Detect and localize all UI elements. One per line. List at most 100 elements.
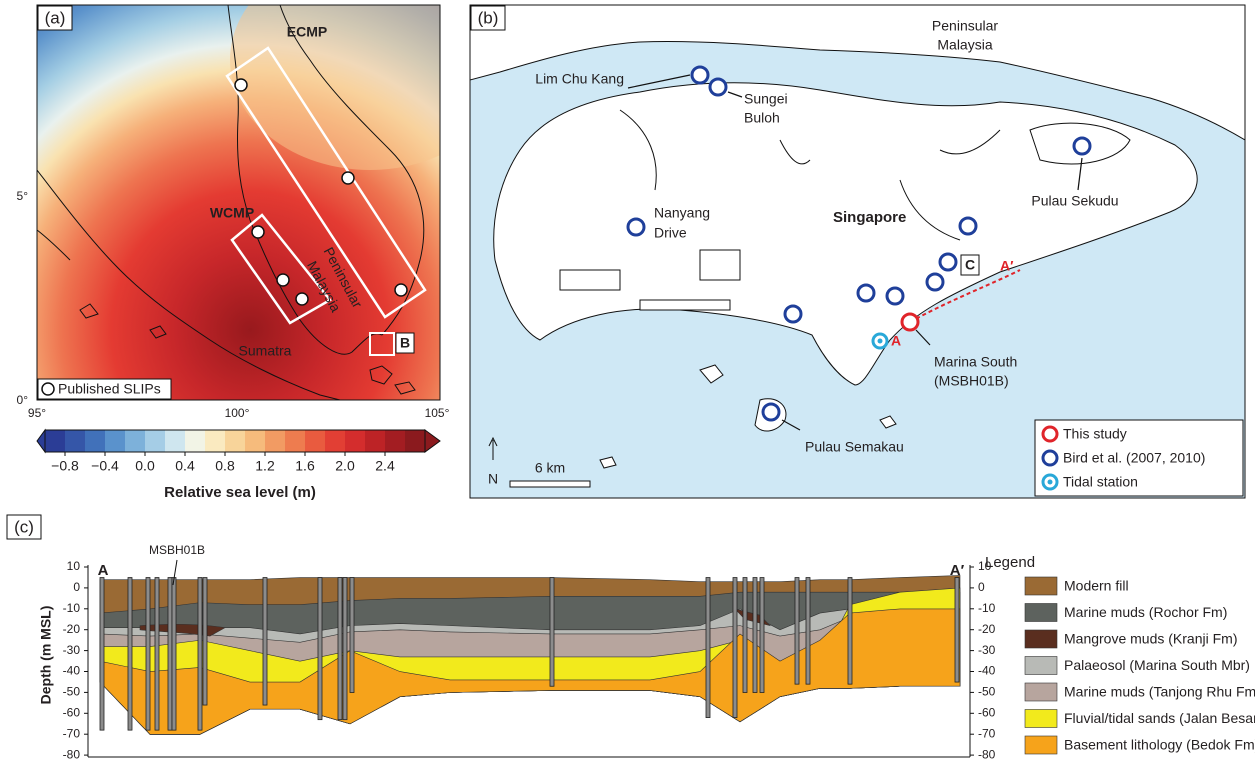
legend-swatch xyxy=(1025,604,1057,622)
map-symbol xyxy=(252,226,264,238)
colorbar-arrow xyxy=(37,430,45,452)
depth-tick-label: -20 xyxy=(978,622,996,636)
borehole xyxy=(806,578,810,685)
borehole xyxy=(848,578,852,685)
section-end: A xyxy=(98,562,109,579)
legend-swatch xyxy=(1025,657,1057,675)
borehole xyxy=(100,578,104,731)
panel-label: (b) xyxy=(478,8,499,27)
colorbar-segment xyxy=(325,430,345,452)
colorbar-tick-label: 0.4 xyxy=(175,458,195,474)
depth-tick-label: -10 xyxy=(63,601,81,615)
map-symbol xyxy=(395,284,407,296)
section-end: A′ xyxy=(1000,258,1014,274)
north-label: N xyxy=(488,471,498,487)
colorbar-segment xyxy=(185,430,205,452)
borehole xyxy=(733,578,737,718)
borehole xyxy=(743,578,747,693)
cross-section xyxy=(100,575,960,734)
borehole xyxy=(753,578,757,693)
region-label: Sumatra xyxy=(239,343,292,359)
colorbar-tick-label: −0.8 xyxy=(51,458,79,474)
colorbar-segment xyxy=(105,430,125,452)
borehole xyxy=(172,578,176,731)
map-symbol xyxy=(277,274,289,286)
colorbar-tick-label: 1.2 xyxy=(255,458,275,474)
place-label: Drive xyxy=(654,225,687,241)
borehole xyxy=(955,578,959,683)
place-label: Buloh xyxy=(744,110,780,126)
depth-tick-label: -60 xyxy=(978,705,996,719)
scale-label: 6 km xyxy=(535,460,565,476)
map-symbol xyxy=(960,218,976,234)
legend-label: Modern fill xyxy=(1064,578,1129,594)
colorbar-segment xyxy=(385,430,405,452)
depth-tick-label: -80 xyxy=(978,747,996,761)
depth-tick-label: 0 xyxy=(978,580,985,594)
lon-tick: 100° xyxy=(225,406,250,420)
lon-tick: 105° xyxy=(425,406,450,420)
scale-bar xyxy=(510,481,590,487)
colorbar-segment xyxy=(165,430,185,452)
borehole-label: MSBH01B xyxy=(149,543,205,557)
legend-swatch xyxy=(1025,683,1057,701)
colorbar-segment xyxy=(45,430,65,452)
map-symbol xyxy=(763,404,779,420)
map-symbol xyxy=(296,293,308,305)
map-symbol xyxy=(858,285,874,301)
depth-tick-label: -70 xyxy=(978,726,996,740)
borehole xyxy=(203,578,207,705)
depth-tick-label: -40 xyxy=(978,664,996,678)
lat-tick: 0° xyxy=(17,393,29,407)
colorbar-title: Relative sea level (m) xyxy=(164,484,316,501)
legend-label: Bird et al. (2007, 2010) xyxy=(1063,450,1205,466)
figure: (a) ECMP WCMP Peninsular Malaysia Sumatr… xyxy=(0,0,1255,762)
map-symbol xyxy=(342,172,354,184)
place-label: Pulau Semakau xyxy=(805,439,904,455)
borehole xyxy=(760,578,764,693)
depth-tick-label: -60 xyxy=(63,705,81,719)
legend-label: Mangrove muds (Kranji Fm) xyxy=(1064,631,1238,647)
legend-swatch xyxy=(1025,710,1057,728)
colorbar-tick-label: 1.6 xyxy=(295,458,315,474)
colorbar-tick-label: −0.4 xyxy=(91,458,119,474)
lon-tick: 95° xyxy=(28,406,46,420)
map-symbol xyxy=(887,288,903,304)
legend-symbol xyxy=(1048,480,1053,485)
axis-title: Depth (m MSL) xyxy=(38,606,54,705)
colorbar-tick-label: 2.0 xyxy=(335,458,355,474)
legend-label: Published SLIPs xyxy=(58,381,161,397)
section-end: A xyxy=(891,333,901,349)
place-label: Malaysia xyxy=(937,37,992,53)
legend-symbol xyxy=(1043,427,1057,441)
legend-swatch xyxy=(1025,736,1057,754)
colorbar-segment xyxy=(345,430,365,452)
depth-tick-label: -50 xyxy=(978,685,996,699)
map-symbol xyxy=(692,67,708,83)
place-label: (MSBH01B) xyxy=(934,373,1009,389)
place-label: Sungei xyxy=(744,91,788,107)
colorbar-arrow xyxy=(425,430,440,452)
borehole xyxy=(128,578,132,731)
section-end: A′ xyxy=(950,562,965,579)
colorbar-segment xyxy=(145,430,165,452)
legend-label: Basement lithology (Bedok Fm) xyxy=(1064,737,1255,753)
borehole xyxy=(168,578,172,731)
depth-tick-label: -50 xyxy=(63,685,81,699)
depth-tick-label: -70 xyxy=(63,726,81,740)
borehole xyxy=(343,578,347,720)
depth-tick-label: -10 xyxy=(978,601,996,615)
colorbar-segment xyxy=(405,430,425,452)
borehole xyxy=(146,578,150,731)
map-symbol xyxy=(785,306,801,322)
legend-swatch xyxy=(1025,577,1057,595)
colorbar-tick-label: 0.8 xyxy=(215,458,235,474)
legend-label: Fluvial/tidal sands (Jalan Besar Fm) xyxy=(1064,710,1255,726)
depth-tick-label: -80 xyxy=(63,747,81,761)
colorbar-segment xyxy=(365,430,385,452)
borehole xyxy=(350,578,354,693)
borehole xyxy=(155,578,159,731)
legend-label: This study xyxy=(1063,426,1127,442)
borehole xyxy=(795,578,799,685)
legend-symbol xyxy=(42,383,54,395)
